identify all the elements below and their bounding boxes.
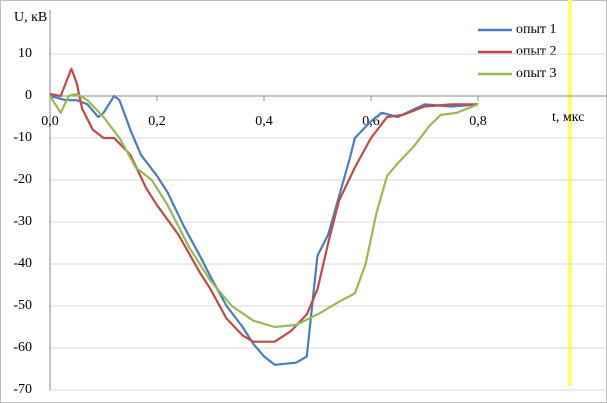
- x-tick-label: 0,8: [469, 114, 487, 129]
- y-tick-label: -20: [13, 172, 32, 187]
- legend: опыт 1 опыт 2 опыт 3: [478, 22, 557, 81]
- series-line: [49, 67, 478, 343]
- y-axis-label: U, кВ: [14, 10, 47, 25]
- x-tick-label: 0,4: [255, 114, 273, 129]
- y-tick-label: -50: [13, 298, 32, 313]
- x-tick-label: 0,0: [41, 114, 59, 129]
- y-tick-label: -60: [13, 340, 32, 355]
- series-line: [49, 94, 479, 366]
- y-tick-label: -70: [13, 382, 32, 397]
- y-tick-label: -10: [13, 130, 32, 145]
- legend-label: опыт 3: [516, 66, 557, 81]
- legend-label: опыт 1: [516, 22, 557, 37]
- series-line: [49, 92, 479, 329]
- y-tick-label: -30: [13, 214, 32, 229]
- y-tick-label: 0: [25, 88, 32, 103]
- x-axis-label: t, мкс: [552, 110, 584, 125]
- x-tick-label: 0,2: [148, 114, 166, 129]
- y-tick-label: -40: [13, 256, 32, 271]
- legend-label: опыт 2: [516, 44, 557, 59]
- y-tick-label: 10: [18, 46, 32, 61]
